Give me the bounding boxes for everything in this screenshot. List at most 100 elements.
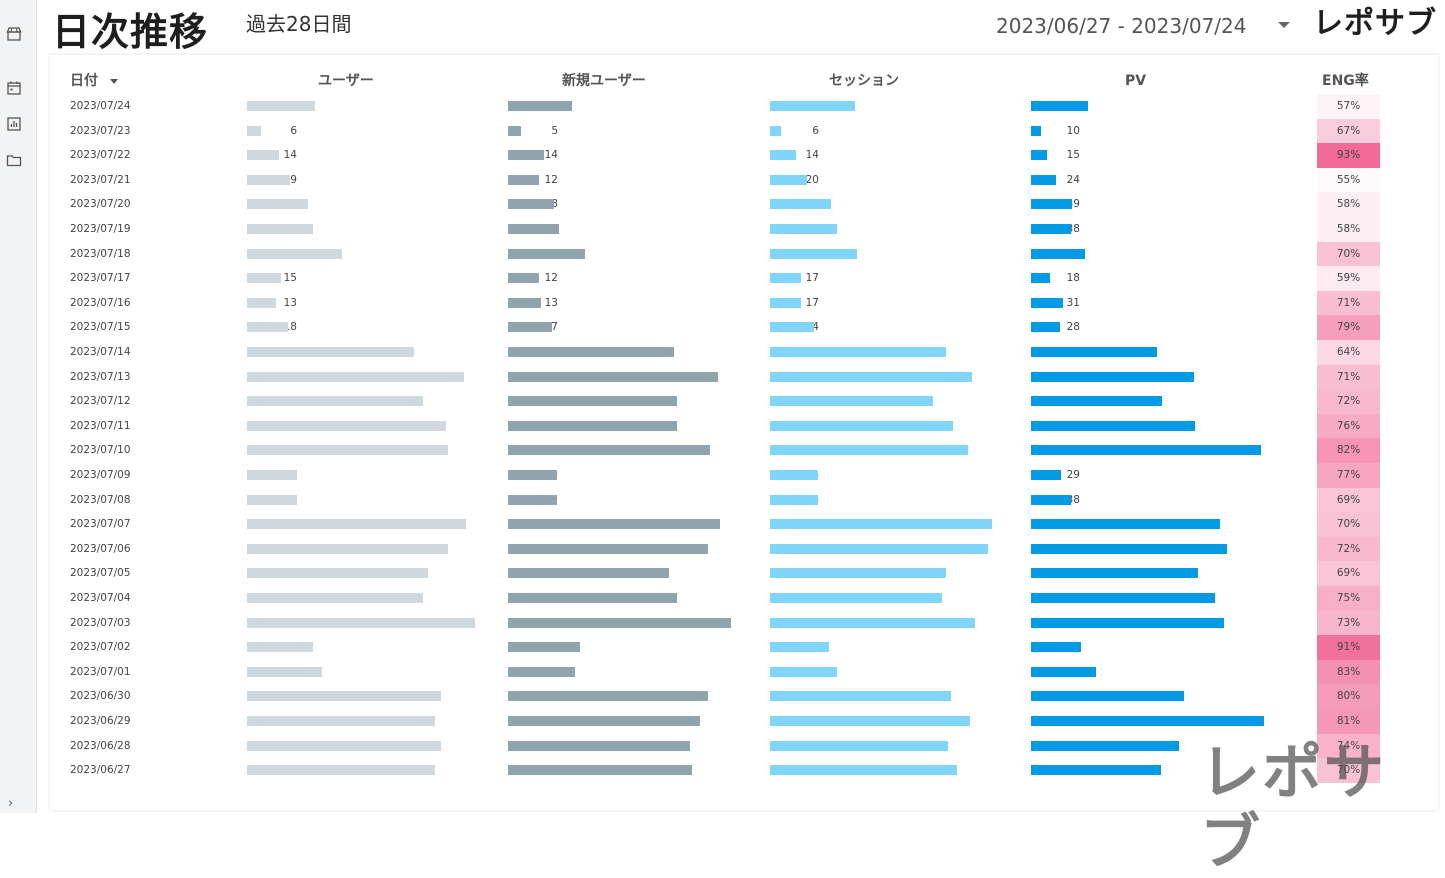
pv-bar [1031,199,1072,210]
sessions-bar [770,470,819,480]
sessions-bar [770,371,972,382]
folder-icon[interactable] [6,152,22,168]
sessions-bar [770,568,946,579]
date-cell: 2023/07/18 [70,247,131,260]
new-users-bar [508,174,539,185]
table-row: 2023/07/13968210915671% [50,364,1438,390]
table-row: 2023/06/2886719614274% [50,733,1438,759]
sessions-bar [770,716,970,726]
sessions-bar [770,396,933,407]
sidebar: › [0,0,37,813]
date-cell: 2023/06/30 [70,690,131,703]
table-row: 2023/07/0580639516069% [50,561,1438,586]
table-row: 2023/07/022928324891% [50,635,1438,660]
column-header-eng-rate[interactable]: ENG率 [1322,73,1369,89]
page-title: 日次推移 [52,10,209,54]
pv-value: 10 [1066,124,1080,137]
eng-rate-cell: 72% [1317,536,1380,562]
column-header-users[interactable]: ユーザー [318,73,374,89]
sessions-bar [770,740,948,751]
users-bar [247,716,435,726]
table-row: 2023/07/092219262977% [50,463,1438,488]
pv-value: 28 [1066,321,1080,334]
users-bar [247,494,297,505]
sessions-value: 6 [812,124,819,137]
report-chart-icon[interactable] [6,116,22,132]
users-bar [247,224,313,234]
sessions-bar [770,642,830,653]
new-users-bar [508,273,539,284]
sessions-bar [770,199,832,210]
date-cell: 2023/07/13 [70,370,131,383]
expand-sidebar-icon[interactable]: › [8,796,14,811]
date-cell: 2023/07/07 [70,518,131,531]
chevron-down-icon[interactable] [1278,22,1290,28]
users-bar [247,347,415,357]
sessions-bar [770,691,952,702]
pv-value: 31 [1066,296,1080,309]
store-icon[interactable] [6,26,22,42]
sessions-bar [770,494,819,505]
new-users-bar [508,568,670,579]
date-cell: 2023/07/21 [70,173,131,186]
pv-bar [1031,396,1162,407]
eng-rate-cell: 70% [1317,241,1380,267]
date-cell: 2023/07/06 [70,542,131,555]
new-users-bar [508,224,560,234]
sessions-bar [770,593,943,603]
users-bar [247,666,322,677]
users-bar [247,593,424,603]
date-cell: 2023/07/09 [70,469,131,481]
sessions-bar [770,297,802,308]
eng-rate-cell: 70% [1317,758,1380,783]
users-bar [247,470,297,480]
eng-rate-cell: 79% [1317,315,1380,340]
sort-desc-icon[interactable] [110,79,118,84]
eng-rate-cell: 70% [1317,512,1380,537]
sessions-bar [770,224,837,234]
new-users-bar [508,125,521,136]
new-users-value: 14 [544,149,558,162]
new-users-bar [508,297,542,308]
pv-bar [1031,740,1180,751]
eng-rate-cell: 75% [1317,586,1380,611]
pv-bar [1031,568,1199,579]
new-users-bar [508,642,580,653]
date-cell: 2023/07/14 [70,346,131,358]
date-cell: 2023/07/11 [70,419,131,432]
pv-bar [1031,716,1265,726]
date-cell: 2023/07/01 [70,665,131,678]
table-row: 2023/07/23 6 5 6 10 67% [50,118,1438,144]
users-bar [247,543,449,554]
eng-rate-cell: 58% [1317,192,1380,217]
pv-bar [1031,642,1082,653]
eng-rate-cell: 76% [1317,413,1380,439]
sessions-bar [770,347,946,357]
column-header-pv[interactable]: PV [1125,73,1147,89]
users-bar [247,174,290,185]
calendar-icon[interactable] [6,80,22,96]
users-bar [247,642,313,653]
pv-value: 29 [1066,469,1080,481]
eng-rate-cell: 59% [1317,266,1380,291]
new-users-value: 5 [551,124,558,137]
table-row: 2023/07/082219263869% [50,487,1438,513]
table-row: 2023/07/151817242879% [50,315,1438,340]
users-bar [247,691,442,702]
users-value: 15 [283,272,297,285]
sessions-bar [770,420,954,431]
new-users-value: 12 [544,173,558,186]
date-cell: 2023/07/02 [70,641,131,654]
table-row: 2023/07/192920363858% [50,217,1438,242]
column-header-date[interactable]: 日付 [70,73,98,89]
pv-bar [1031,150,1047,161]
eng-rate-cell: 69% [1317,561,1380,586]
sessions-bar [770,273,802,284]
watermark-logo: レポサブ [1200,738,1386,878]
date-range-picker[interactable]: 2023/06/27 - 2023/07/24 [996,14,1247,38]
column-header-new-users[interactable]: 新規ユーザー [562,73,646,89]
column-header-sessions[interactable]: セッション [829,73,899,89]
pv-bar [1031,519,1221,530]
users-bar [247,150,279,161]
sessions-bar [770,150,796,161]
